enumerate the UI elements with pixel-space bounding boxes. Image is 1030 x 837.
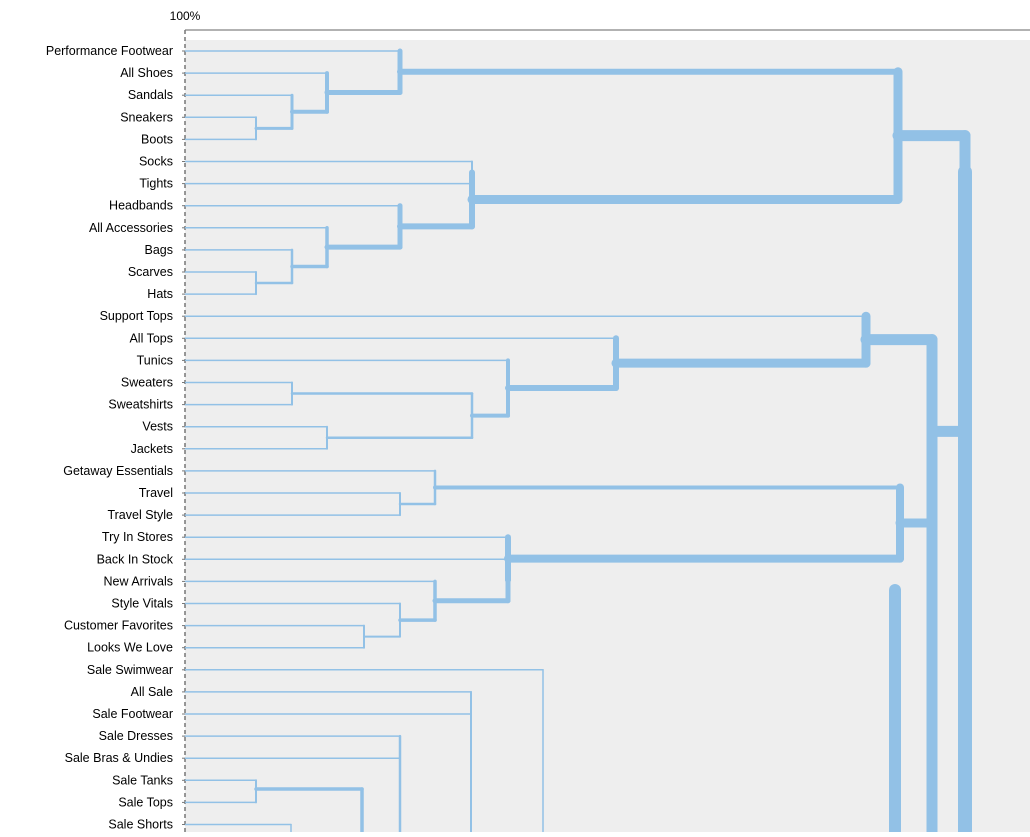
leaf-label: Customer Favorites (64, 619, 173, 633)
leaf-label: Back In Stock (97, 552, 174, 566)
leaf-label: Sale Shorts (108, 818, 173, 832)
leaf-label: Sale Footwear (92, 707, 173, 721)
leaf-label: Looks We Love (87, 641, 173, 655)
leaf-label: Sale Bras & Undies (65, 751, 173, 765)
leaf-label: Getaway Essentials (63, 464, 173, 478)
leaf-label: Travel (139, 486, 173, 500)
leaf-label: Sale Dresses (99, 729, 173, 743)
leaf-label: Sale Tops (118, 795, 173, 809)
leaf-label: Bags (145, 243, 174, 257)
plot-panel (185, 40, 1030, 832)
leaf-label: Boots (141, 132, 173, 146)
leaf-label: Vests (142, 420, 173, 434)
leaf-label: Tunics (137, 353, 173, 367)
leaf-label: Try In Stores (102, 530, 173, 544)
leaf-label: Style Vitals (111, 597, 173, 611)
leaf-label: Headbands (109, 199, 173, 213)
leaf-label: Sale Swimwear (87, 663, 173, 677)
leaf-label: All Sale (131, 685, 173, 699)
leaf-label: Sweaters (121, 376, 173, 390)
leaf-label: Sandals (128, 88, 173, 102)
leaf-label: New Arrivals (104, 574, 173, 588)
leaf-label: Hats (147, 287, 173, 301)
leaf-label: Sweatshirts (108, 398, 173, 412)
leaf-labels: Performance Footwear All Shoes Sandals Snea… (46, 44, 185, 832)
scale-label: 100% (170, 9, 201, 23)
leaf-label: Socks (139, 155, 173, 169)
leaf-label: Sale Tanks (112, 773, 173, 787)
leaf-label: Scarves (128, 265, 173, 279)
leaf-label: Sneakers (120, 110, 173, 124)
dendrogram-links (184, 48, 972, 837)
leaf-label: All Accessories (89, 221, 173, 235)
leaf-label: All Shoes (120, 66, 173, 80)
leaf-label: Tights (139, 177, 173, 191)
leaf-label: Performance Footwear (46, 44, 173, 58)
leaf-label: Travel Style (107, 508, 173, 522)
leaf-label: All Tops (129, 331, 173, 345)
leaf-label: Support Tops (100, 309, 173, 323)
leaf-label: Jackets (131, 442, 173, 456)
